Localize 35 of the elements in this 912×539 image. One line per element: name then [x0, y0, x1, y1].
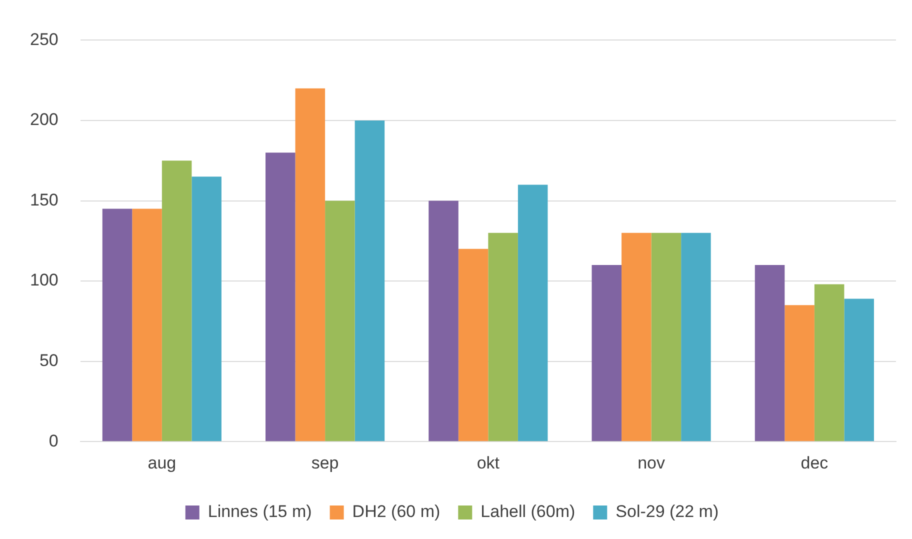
y-tick-label: 0: [48, 431, 58, 450]
bar: [325, 200, 355, 442]
bar: [844, 298, 874, 442]
bar: [132, 208, 162, 442]
bar: [784, 305, 814, 442]
bar: [651, 232, 682, 442]
y-tick-label: 100: [30, 270, 58, 290]
bar: [354, 120, 385, 442]
bar: [428, 200, 458, 442]
y-tick-label: 50: [39, 351, 58, 370]
bar: [754, 264, 785, 442]
bar: [681, 232, 711, 442]
y-tick-label: 150: [30, 190, 58, 210]
x-tick-label: aug: [148, 453, 176, 472]
bar: [458, 248, 488, 442]
bar: [162, 160, 192, 442]
bar: [295, 88, 326, 442]
bar: [814, 284, 844, 442]
legend-label: DH2 (60 m): [352, 502, 440, 522]
bar: [266, 152, 296, 442]
bar: [192, 176, 222, 442]
bar: [102, 208, 132, 442]
legend-label: Sol-29 (22 m): [616, 502, 719, 522]
x-tick-label: okt: [476, 453, 500, 472]
y-tick-label: 200: [30, 110, 58, 130]
legend-label: Lahell (60m): [480, 502, 576, 522]
bar: [592, 264, 622, 442]
bar: [518, 184, 548, 442]
bar: [488, 232, 518, 442]
legend-label: Linnes (15 m): [208, 502, 312, 522]
x-tick-label: nov: [638, 453, 666, 472]
bar: [622, 232, 652, 442]
x-tick-label: sep: [311, 453, 339, 472]
y-tick-label: 250: [30, 30, 58, 49]
x-tick-label: dec: [800, 453, 829, 472]
